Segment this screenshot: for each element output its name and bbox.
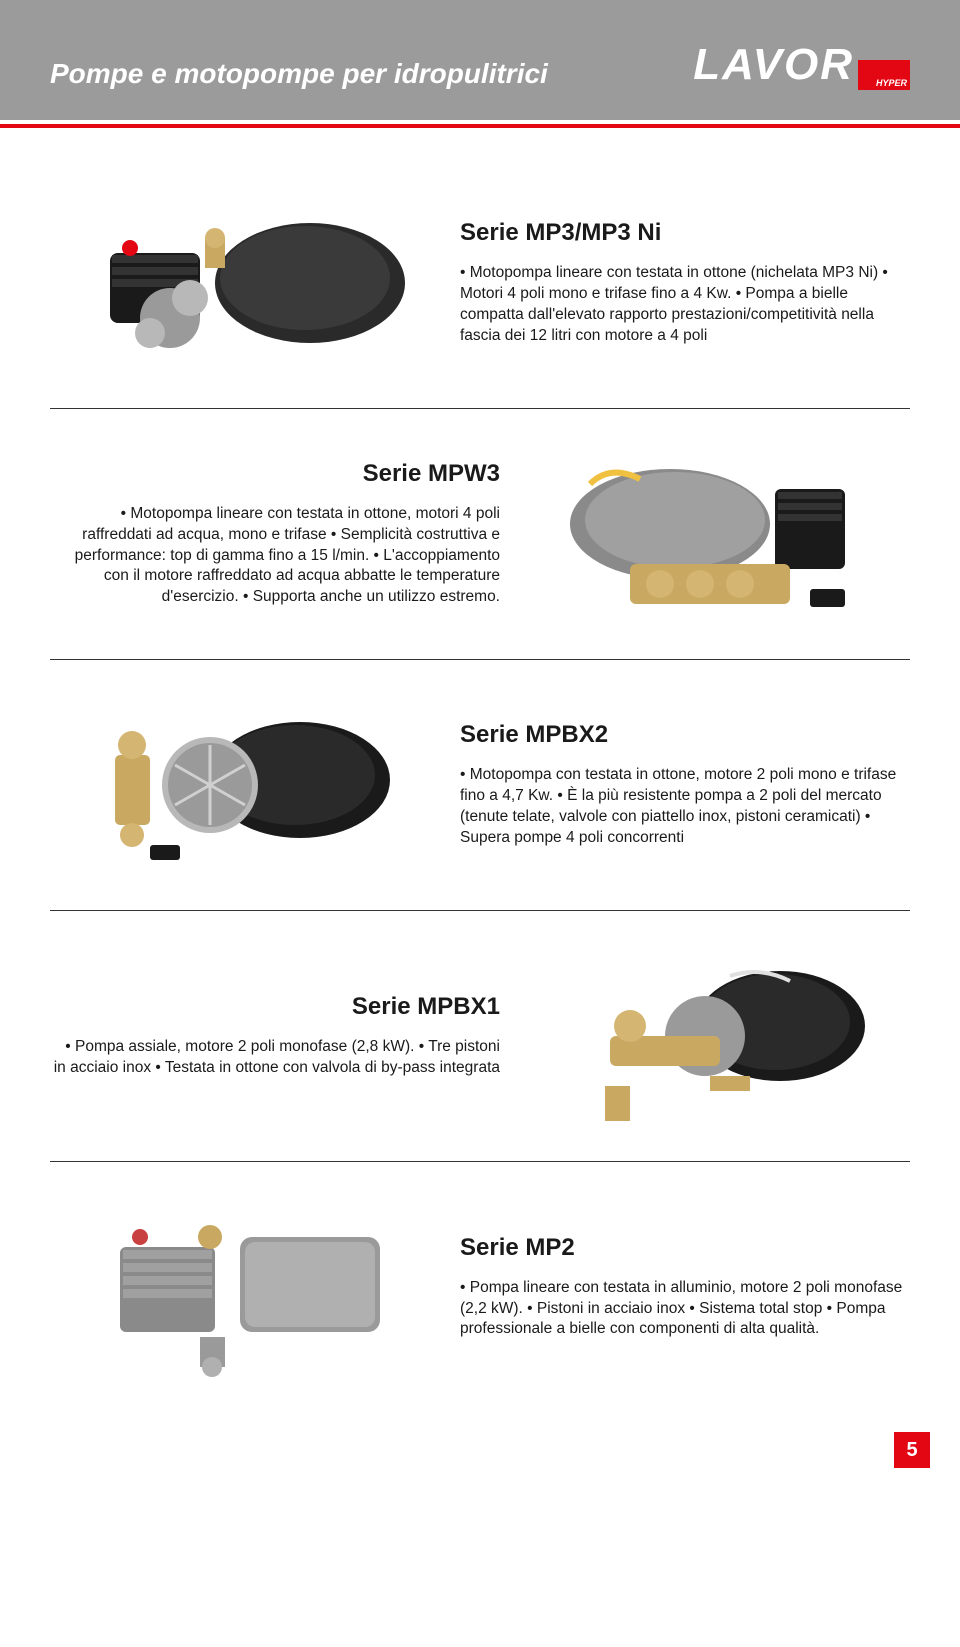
section-mp3: Serie MP3/MP3 Ni • Motopompa lineare con…	[50, 158, 910, 408]
logo-sub: HYPER	[876, 78, 907, 88]
series-desc: • Pompa lineare con testata in alluminio…	[460, 1278, 910, 1341]
section-mpbx2: Serie MPBX2 • Motopompa con testata in o…	[50, 659, 910, 910]
series-title: Serie MPBX2	[460, 721, 910, 749]
product-image-mpbx2	[50, 685, 430, 885]
section-mp2: Serie MP2 • Pompa lineare con testata in…	[50, 1161, 910, 1412]
product-image-mpbx1	[530, 936, 910, 1136]
series-desc: • Pompa assiale, motore 2 poli monofase …	[50, 1037, 500, 1079]
page-title: Pompe e motopompe per idropulitrici	[50, 58, 548, 90]
series-title: Serie MPW3	[50, 460, 500, 488]
page-number: 5	[894, 1432, 930, 1468]
section-mpbx1: Serie MPBX1 • Pompa assiale, motore 2 po…	[50, 910, 910, 1161]
series-title: Serie MPBX1	[50, 993, 500, 1021]
pump-illustration	[50, 685, 430, 885]
text-mpbx2: Serie MPBX2 • Motopompa con testata in o…	[460, 721, 910, 849]
series-desc: • Motopompa lineare con testata in otton…	[50, 504, 500, 609]
pump-illustration	[50, 1187, 430, 1387]
logo-red-box: HYPER	[858, 60, 910, 90]
brand-logo: LAVOR HYPER	[693, 40, 910, 90]
product-image-mpw3	[530, 434, 910, 634]
text-mpbx1: Serie MPBX1 • Pompa assiale, motore 2 po…	[50, 993, 500, 1079]
text-mp3: Serie MP3/MP3 Ni • Motopompa lineare con…	[460, 219, 910, 347]
text-mp2: Serie MP2 • Pompa lineare con testata in…	[460, 1234, 910, 1341]
header-band: Pompe e motopompe per idropulitrici LAVO…	[0, 0, 960, 120]
series-desc: • Motopompa lineare con testata in otton…	[460, 263, 910, 347]
logo-text: LAVOR	[693, 40, 854, 90]
text-mpw3: Serie MPW3 • Motopompa lineare con testa…	[50, 460, 500, 609]
pump-illustration	[50, 183, 430, 383]
series-title: Serie MP2	[460, 1234, 910, 1262]
series-desc: • Motopompa con testata in ottone, motor…	[460, 765, 910, 849]
content-area: Serie MP3/MP3 Ni • Motopompa lineare con…	[0, 128, 960, 1412]
pump-illustration	[530, 936, 910, 1136]
product-image-mp3	[50, 183, 430, 383]
section-mpw3: Serie MPW3 • Motopompa lineare con testa…	[50, 408, 910, 659]
product-image-mp2	[50, 1187, 430, 1387]
pump-illustration	[530, 434, 910, 634]
series-title: Serie MP3/MP3 Ni	[460, 219, 910, 247]
